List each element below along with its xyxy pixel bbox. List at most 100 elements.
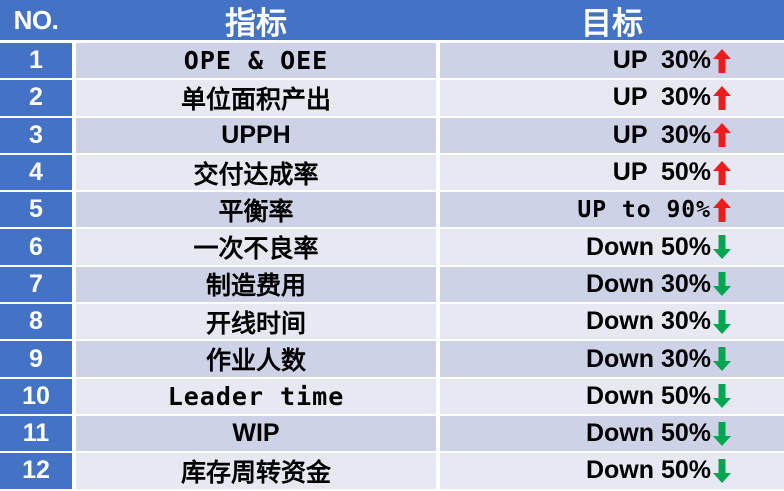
table-row: 9 作业人数 Down 30% xyxy=(0,341,784,379)
target-text: UP 30% xyxy=(612,120,711,149)
row-number-cell: 11 xyxy=(0,415,72,454)
table-row: 12 库存周转资金 Down 50% xyxy=(0,453,784,491)
header-body-spacer xyxy=(0,40,784,43)
indicator-cell: WIP xyxy=(76,415,436,454)
table-row: 1 OPE & OEE UP 30% xyxy=(0,43,784,81)
row-number-cell: 3 xyxy=(0,117,72,155)
cell-divider xyxy=(436,154,440,193)
indicator-cell: UPPH xyxy=(76,117,436,155)
row-number-cell: 2 xyxy=(0,80,72,118)
target-text: UP 30% xyxy=(612,46,711,75)
table-row: 7 制造费用 Down 30% xyxy=(0,266,784,305)
cell-divider xyxy=(436,415,440,454)
row-number-cell: 1 xyxy=(0,43,72,81)
header-divider-2 xyxy=(436,0,440,40)
row-number-cell: 9 xyxy=(0,341,72,379)
target-cell: Down 50% xyxy=(440,415,784,454)
target-cell: Down 50% xyxy=(440,378,784,416)
indicator-cell: 制造费用 xyxy=(76,266,436,305)
indicator-cell: 库存周转资金 xyxy=(76,453,436,491)
cell-divider xyxy=(436,229,440,267)
arrow-up-icon xyxy=(712,48,732,74)
arrow-down-icon xyxy=(712,346,732,372)
table-row: 3 UPPH UP 30% xyxy=(0,117,784,155)
target-text: Down 50% xyxy=(585,381,711,410)
target-text: Down 50% xyxy=(585,456,711,485)
cell-divider xyxy=(72,229,76,267)
arrow-down-icon xyxy=(712,383,732,409)
arrow-down-icon xyxy=(712,458,732,484)
table-row: 10 Leader time Down 50% xyxy=(0,378,784,416)
target-text: Down 50% xyxy=(585,232,711,261)
target-cell: UP 30% xyxy=(440,117,784,155)
indicator-cell: Leader time xyxy=(76,378,436,416)
cell-divider xyxy=(72,378,76,416)
target-value-wrapper: Down 30% xyxy=(586,307,732,336)
row-number-cell: 12 xyxy=(0,453,72,491)
cell-divider xyxy=(72,154,76,193)
table-row: 6 一次不良率 Down 50% xyxy=(0,229,784,267)
cell-divider xyxy=(436,304,440,342)
cell-divider xyxy=(436,378,440,416)
indicator-cell: 一次不良率 xyxy=(76,229,436,267)
target-value-wrapper: Down 50% xyxy=(586,382,732,411)
cell-divider xyxy=(72,43,76,81)
target-value-wrapper: Down 30% xyxy=(586,345,732,374)
cell-divider xyxy=(436,43,440,81)
target-cell: Down 30% xyxy=(440,266,784,305)
indicator-cell: 单位面积产出 xyxy=(76,80,436,118)
row-number-cell: 4 xyxy=(0,154,72,193)
cell-divider xyxy=(72,266,76,305)
target-text: Down 30% xyxy=(585,307,711,336)
cell-divider xyxy=(72,304,76,342)
row-number-cell: 10 xyxy=(0,378,72,416)
arrow-up-icon xyxy=(712,197,732,223)
cell-divider xyxy=(72,80,76,118)
row-number-cell: 8 xyxy=(0,304,72,342)
target-value-wrapper: UP 50% xyxy=(613,158,732,187)
cell-divider xyxy=(436,266,440,305)
arrow-up-icon xyxy=(712,85,732,111)
target-value-wrapper: Down 30% xyxy=(586,270,732,299)
indicator-cell: 平衡率 xyxy=(76,192,436,230)
target-value-wrapper: UP 30% xyxy=(613,83,732,112)
cell-divider xyxy=(72,341,76,379)
column-header-target: 目标 xyxy=(440,0,784,40)
target-cell: Down 30% xyxy=(440,341,784,379)
row-number-cell: 5 xyxy=(0,192,72,230)
column-header-indicator: 指标 xyxy=(76,0,436,40)
table-row: 8 开线时间 Down 30% xyxy=(0,304,784,342)
target-value-wrapper: Down 50% xyxy=(586,233,732,262)
table-header-row: NO. 指标 目标 xyxy=(0,0,784,40)
cell-divider xyxy=(436,192,440,230)
arrow-down-icon xyxy=(712,271,732,297)
table-row: 5 平衡率 UP to 90% xyxy=(0,192,784,230)
arrow-up-icon xyxy=(712,122,732,148)
table-body: 1 OPE & OEE UP 30% 2 单位面积产出 UP 30% 3 UPPH UP 30%… xyxy=(0,43,784,491)
arrow-up-icon xyxy=(712,160,732,186)
cell-divider xyxy=(436,453,440,491)
arrow-down-icon xyxy=(712,421,732,447)
indicator-cell: OPE & OEE xyxy=(76,43,436,81)
target-cell: UP 50% xyxy=(440,154,784,193)
target-text: Down 30% xyxy=(585,344,711,373)
table-row: 2 单位面积产出 UP 30% xyxy=(0,80,784,118)
target-cell: Down 50% xyxy=(440,229,784,267)
header-divider-1 xyxy=(72,0,76,40)
row-number-cell: 6 xyxy=(0,229,72,267)
cell-divider xyxy=(436,341,440,379)
row-number-cell: 7 xyxy=(0,266,72,305)
target-text: Down 30% xyxy=(585,269,711,298)
target-text: Down 50% xyxy=(585,419,711,448)
cell-divider xyxy=(72,453,76,491)
target-cell: UP 30% xyxy=(440,43,784,81)
target-cell: UP 30% xyxy=(440,80,784,118)
cell-divider xyxy=(72,415,76,454)
indicator-cell: 交付达成率 xyxy=(76,154,436,193)
target-value-wrapper: UP to 90% xyxy=(577,197,732,223)
table-row: 11 WIP Down 50% xyxy=(0,415,784,454)
cell-divider xyxy=(72,117,76,155)
target-text: UP 50% xyxy=(612,158,711,187)
target-value-wrapper: Down 50% xyxy=(586,456,732,485)
